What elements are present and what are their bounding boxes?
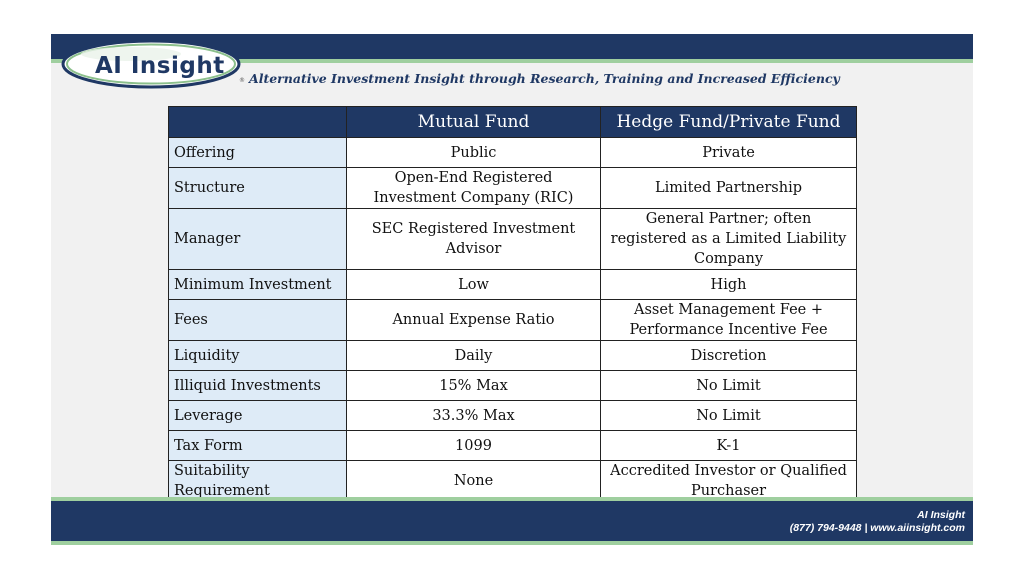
table-row: Structure Open-End Registered Investment… <box>168 167 857 209</box>
footer-company: AI Insight <box>917 509 965 521</box>
mutual-fund-cell: Annual Expense Ratio <box>346 299 601 341</box>
row-label: Illiquid Investments <box>168 370 347 401</box>
table-row: Leverage 33.3% Max No Limit <box>168 400 857 431</box>
table-header-row: Mutual Fund Hedge Fund/Private Fund <box>168 106 857 138</box>
logo-ellipse-icon <box>61 39 241 89</box>
ai-insight-logo: AI Insight ® <box>61 39 245 89</box>
mutual-fund-cell: SEC Registered Investment Advisor <box>346 208 601 270</box>
hedge-fund-cell: No Limit <box>600 400 857 431</box>
row-label: Leverage <box>168 400 347 431</box>
table-row: Fees Annual Expense Ratio Asset Manageme… <box>168 299 857 341</box>
mutual-fund-cell: 15% Max <box>346 370 601 401</box>
mutual-fund-cell: Low <box>346 269 601 300</box>
row-label: Structure <box>168 167 347 209</box>
table-row: Illiquid Investments 15% Max No Limit <box>168 370 857 401</box>
table-row: Liquidity Daily Discretion <box>168 340 857 371</box>
column-header-mutual-fund: Mutual Fund <box>346 106 601 138</box>
table-row: Manager SEC Registered Investment Adviso… <box>168 208 857 270</box>
table-row: Tax Form 1099 K-1 <box>168 430 857 461</box>
hedge-fund-cell: Accredited Investor or Qualified Purchas… <box>600 460 857 502</box>
table-row: Suitability Requirement None Accredited … <box>168 460 857 502</box>
column-header-hedge-fund: Hedge Fund/Private Fund <box>600 106 857 138</box>
mutual-fund-cell: Public <box>346 137 601 168</box>
row-label: Tax Form <box>168 430 347 461</box>
hedge-fund-cell: Asset Management Fee + Performance Incen… <box>600 299 857 341</box>
hedge-fund-cell: No Limit <box>600 370 857 401</box>
hedge-fund-cell: K-1 <box>600 430 857 461</box>
footer-info: AI Insight (877) 794-9448 | www.aiinsigh… <box>790 509 965 535</box>
table-row: Offering Public Private <box>168 137 857 168</box>
slide: AI Insight ® Alternative Investment Insi… <box>51 34 973 545</box>
header-divider <box>51 59 973 63</box>
hedge-fund-cell: Limited Partnership <box>600 167 857 209</box>
footer-contact[interactable]: (877) 794-9448 | www.aiinsight.com <box>789 522 965 534</box>
footer-divider-top <box>51 497 973 501</box>
row-label: Liquidity <box>168 340 347 371</box>
footer-bar <box>51 501 973 541</box>
row-label: Manager <box>168 208 347 270</box>
mutual-fund-cell: Open-End Registered Investment Company (… <box>346 167 601 209</box>
comparison-table: Mutual Fund Hedge Fund/Private Fund Offe… <box>168 106 857 502</box>
table-row: Minimum Investment Low High <box>168 269 857 300</box>
tagline: Alternative Investment Insight through R… <box>249 71 840 86</box>
row-label: Offering <box>168 137 347 168</box>
footer-divider-bottom <box>51 541 973 545</box>
mutual-fund-cell: 33.3% Max <box>346 400 601 431</box>
logo-text: AI Insight <box>95 53 225 79</box>
row-label: Suitability Requirement <box>168 460 347 502</box>
hedge-fund-cell: High <box>600 269 857 300</box>
mutual-fund-cell: None <box>346 460 601 502</box>
row-label: Minimum Investment <box>168 269 347 300</box>
hedge-fund-cell: General Partner; often registered as a L… <box>600 208 857 270</box>
mutual-fund-cell: Daily <box>346 340 601 371</box>
hedge-fund-cell: Private <box>600 137 857 168</box>
row-label: Fees <box>168 299 347 341</box>
mutual-fund-cell: 1099 <box>346 430 601 461</box>
logo-registered-mark: ® <box>239 77 245 84</box>
column-header-blank <box>168 106 347 138</box>
hedge-fund-cell: Discretion <box>600 340 857 371</box>
